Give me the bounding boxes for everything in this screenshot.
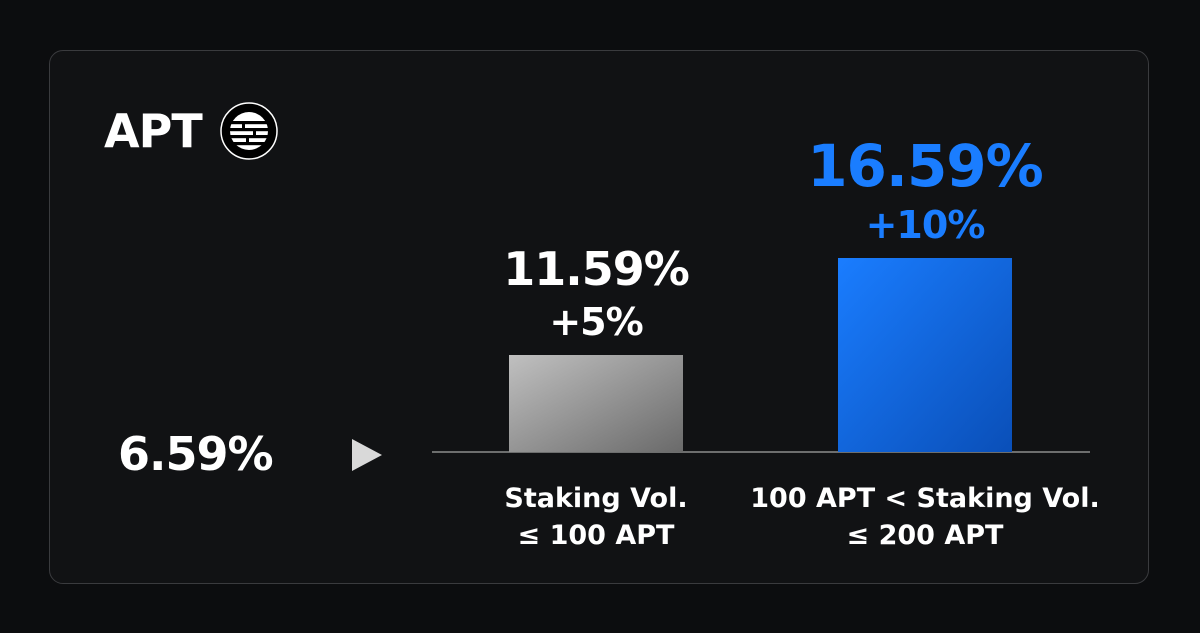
rate-label-tier-1: 11.59%: [503, 242, 690, 296]
arrow-right-icon: [352, 439, 382, 471]
rate-label-tier-2: 16.59%: [807, 132, 1044, 200]
category-label-tier-1: Staking Vol. ≤ 100 APT: [396, 480, 796, 554]
brand-header: APT: [104, 102, 278, 160]
brand-name: APT: [104, 104, 203, 158]
bar-tier-2: [838, 258, 1012, 452]
aptos-logo-icon: [219, 102, 278, 160]
bar-tier-1: [509, 355, 683, 452]
category-label-line: 100 APT < Staking Vol.: [750, 483, 1100, 514]
bonus-label-tier-1: +5%: [549, 300, 643, 344]
category-label-line: ≤ 100 APT: [517, 520, 675, 551]
base-rate-value: 6.59%: [118, 427, 274, 481]
category-label-line: ≤ 200 APT: [846, 520, 1004, 551]
bonus-label-tier-2: +10%: [865, 203, 986, 247]
category-label-line: Staking Vol.: [504, 483, 688, 514]
category-label-tier-2: 100 APT < Staking Vol. ≤ 200 APT: [725, 480, 1125, 554]
